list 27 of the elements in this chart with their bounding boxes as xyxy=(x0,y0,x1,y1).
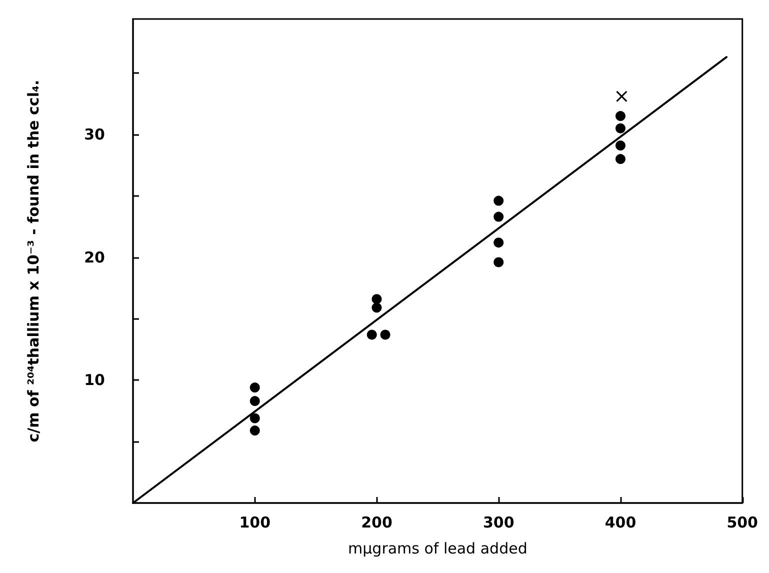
point xyxy=(615,140,626,151)
point xyxy=(250,426,260,436)
point xyxy=(372,294,382,304)
y-tick-label: 20 xyxy=(84,248,105,266)
point xyxy=(494,257,504,268)
x-axis-title: mμgrams of lead added xyxy=(348,540,528,558)
x-tick-label: 200 xyxy=(361,514,392,532)
x-tick-label: 100 xyxy=(239,514,271,532)
x-tick-label: 300 xyxy=(482,514,514,532)
point xyxy=(250,413,260,424)
point xyxy=(615,111,626,122)
point xyxy=(494,212,504,222)
point xyxy=(372,302,382,313)
point xyxy=(366,330,377,340)
x-tick-label: 500 xyxy=(726,514,758,532)
point xyxy=(494,238,504,248)
y-axis-title: c/m of ²⁰⁴thallium x 10⁻³ - found in the ccl₄. xyxy=(24,80,42,442)
point xyxy=(615,123,626,134)
point xyxy=(616,90,628,102)
x-tick-label: 400 xyxy=(604,514,636,532)
point xyxy=(250,382,260,393)
y-tick-label: 30 xyxy=(84,125,105,144)
point xyxy=(380,330,390,340)
point xyxy=(250,396,260,406)
point xyxy=(615,154,626,164)
point xyxy=(494,196,504,206)
y-tick-label: 10 xyxy=(84,371,105,390)
